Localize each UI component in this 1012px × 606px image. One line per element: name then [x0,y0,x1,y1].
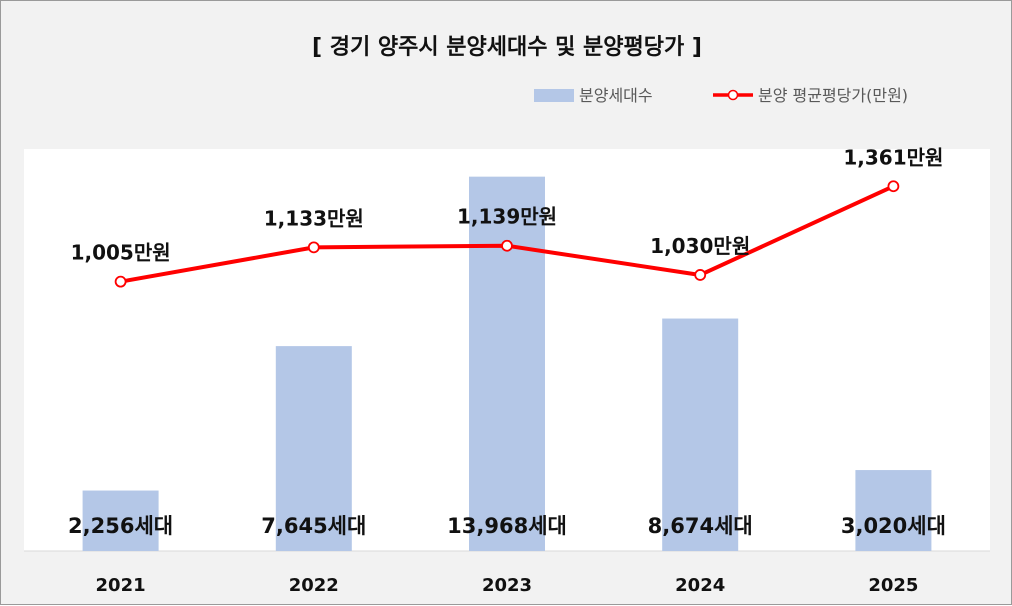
bar-2021 [82,490,159,551]
bar-label-2024: 8,674세대 [648,514,753,538]
price-marker-2023 [501,239,513,252]
legend-label-bar: 분양세대수 [579,86,653,105]
price-label-2023: 1,139만원 [457,205,557,229]
bar-2023 [469,176,545,551]
bar-label-2025: 3,020세대 [841,514,946,538]
x-tick-2021: 2021 [96,575,146,596]
chart-title: [ 경기 양주시 분양세대수 및 분양평당가 ] [312,35,702,60]
bar-2024 [662,318,739,551]
price-label-2021: 1,005만원 [71,241,171,265]
legend-swatch-bar [534,89,574,102]
price-marker-2022 [307,241,320,254]
legend-swatch-marker [727,89,739,101]
price-marker-2024 [694,269,707,281]
price-label-2022: 1,133만원 [264,206,364,230]
price-marker-2025 [887,180,900,193]
x-tick-2023: 2023 [482,575,532,596]
bar-2025 [855,470,932,551]
bar-label-2021: 2,256세대 [68,514,173,538]
bar-label-2022: 7,645세대 [261,514,366,538]
legend: 분양세대수 분양 평균평당가(만원) [534,86,908,105]
legend-label-line: 분양 평균평당가(만원) [758,86,908,105]
price-label-2025: 1,361만원 [843,145,943,169]
bar-2022 [275,346,352,551]
price-label-2024: 1,030만원 [650,234,750,258]
x-tick-2025: 2025 [868,575,918,596]
price-marker-2021 [114,275,127,288]
x-tick-2022: 2022 [289,575,339,596]
x-tick-2024: 2024 [675,575,725,596]
bar-label-2023: 13,968세대 [447,514,567,538]
